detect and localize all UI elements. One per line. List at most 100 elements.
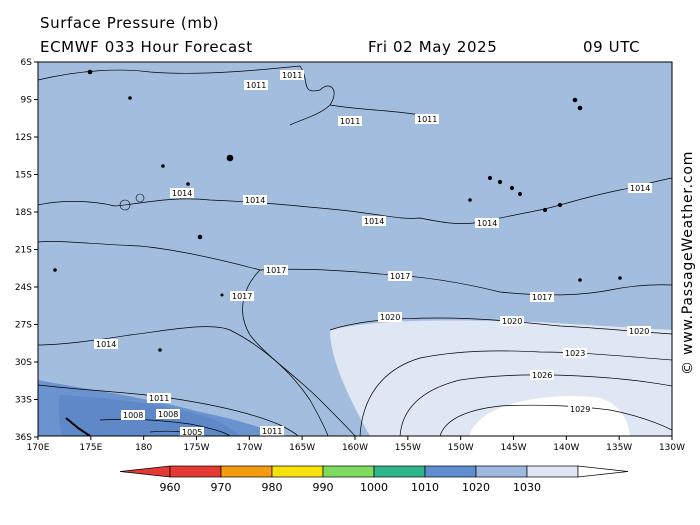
lat-tick-label: 12S: [15, 133, 32, 143]
legend-value-label: 1010: [411, 481, 439, 494]
svg-text:1020: 1020: [629, 327, 649, 336]
map-title: Surface Pressure (mb): [40, 14, 220, 32]
lon-tick-label: 140W: [553, 443, 579, 453]
legend-swatch: [220, 465, 273, 478]
island: [577, 105, 583, 111]
svg-text:1014: 1014: [96, 340, 116, 349]
lon-tick-label: 155W: [395, 443, 421, 453]
isobar-label: 1014: [628, 183, 652, 193]
isobar-label: 1029: [568, 404, 592, 414]
lon-tick-label: 175E: [79, 443, 102, 453]
valid-date-label: Fri 02 May 2025: [368, 38, 498, 56]
island: [557, 202, 563, 208]
isobar-label: 1020: [378, 312, 402, 322]
lon-tick-label: 175W: [183, 443, 209, 453]
legend-value-label: 980: [262, 481, 283, 494]
new-zealand-coast: [65, 417, 91, 436]
island: [517, 191, 523, 197]
legend-swatch: [373, 465, 426, 478]
lat-tick-label: 21S: [15, 246, 32, 256]
svg-text:1011: 1011: [149, 394, 169, 403]
isobar-label: 1011: [415, 114, 439, 124]
isobar-label: 1014: [243, 195, 267, 205]
svg-text:1014: 1014: [172, 189, 192, 198]
lat-tick-label: 30S: [15, 358, 32, 368]
fiji-island: [119, 199, 131, 211]
lat-tick-label: 9S: [21, 96, 33, 106]
lon-tick-label: 135W: [606, 443, 632, 453]
lat-tick-label: 33S: [15, 396, 32, 406]
lon-tick-label: 130W: [659, 443, 685, 453]
isobar-label: 1011: [147, 393, 171, 403]
isobar-1011-north: [38, 65, 421, 126]
island: [468, 198, 472, 202]
svg-text:1011: 1011: [417, 115, 437, 124]
latitude-axis: 6S 9S 12S 15S 18S 21S 24S 27S 30S 33S 36S: [15, 58, 38, 443]
isobar-label: 1008: [156, 409, 180, 419]
svg-text:1029: 1029: [570, 405, 590, 414]
lon-tick-label: 180: [135, 443, 152, 453]
island: [197, 234, 203, 240]
island: [53, 268, 57, 272]
lat-tick-label: 24S: [15, 283, 32, 293]
legend-value-label: 1030: [513, 481, 541, 494]
svg-text:1011: 1011: [282, 71, 302, 80]
lat-tick-label: 15S: [15, 171, 32, 181]
valid-time-label: 09 UTC: [583, 38, 641, 56]
svg-text:1011: 1011: [262, 427, 282, 436]
isobar-label: 1014: [170, 188, 194, 198]
lat-tick-label: 18S: [15, 208, 32, 218]
island: [161, 164, 165, 168]
lat-tick-label: 6S: [21, 58, 33, 68]
svg-text:1014: 1014: [364, 217, 384, 226]
isobar-1029: [439, 404, 672, 436]
lon-tick-label: 160W: [342, 443, 368, 453]
pressure-legend: 960 970 980 990 1000 1010 1020 1030: [119, 465, 629, 494]
svg-text:1023: 1023: [565, 349, 585, 358]
svg-text:1017: 1017: [390, 272, 410, 281]
island: [87, 69, 93, 75]
isobar-label: 1020: [627, 326, 651, 336]
svg-text:1017: 1017: [232, 292, 252, 301]
longitude-axis: 170E 175E 180 175W 170W 165W 160W 155W 150W 145W 1…: [27, 436, 685, 453]
svg-text:1020: 1020: [502, 317, 522, 326]
isobar-1026: [399, 374, 672, 436]
isobar-label: 1020: [500, 316, 524, 326]
isobar-label: 1011: [280, 70, 304, 80]
island: [618, 276, 622, 280]
isobar-label: 1014: [94, 339, 118, 349]
lon-tick-label: 145W: [500, 443, 526, 453]
legend-value-label: 990: [313, 481, 334, 494]
svg-text:1014: 1014: [245, 196, 265, 205]
isobar-1014: [38, 177, 672, 224]
svg-text:1008: 1008: [123, 411, 143, 420]
isobar-1017: [38, 241, 672, 296]
isobar-label: 1005: [180, 427, 204, 437]
isobar-label: 1011: [338, 116, 362, 126]
svg-text:1020: 1020: [380, 313, 400, 322]
legend-value-label: 1000: [360, 481, 388, 494]
legend-swatch: [169, 465, 222, 478]
isobar-label: 1008: [121, 410, 145, 420]
svg-text:1011: 1011: [246, 81, 266, 90]
island: [542, 207, 548, 213]
svg-text:1014: 1014: [630, 184, 650, 193]
isobar-label: 1014: [475, 218, 499, 228]
isobar-label: 1023: [563, 348, 587, 358]
legend-value-label: 1020: [462, 481, 490, 494]
lat-tick-label: 27S: [15, 321, 32, 331]
legend-end-arrow-left: [119, 465, 171, 478]
island: [186, 182, 190, 186]
isobar-label: 1014: [362, 216, 386, 226]
isobar-label: 1011: [260, 426, 284, 436]
isobar-label: 1017: [230, 291, 254, 301]
legend-end-arrow-right: [577, 465, 629, 478]
legend-swatch: [271, 465, 324, 478]
fiji-island: [135, 193, 145, 203]
model-run-label: ECMWF 033 Hour Forecast: [40, 38, 253, 56]
lon-tick-label: 170E: [27, 443, 50, 453]
svg-text:1017: 1017: [266, 266, 286, 275]
island: [497, 179, 503, 185]
isobar-label: 1026: [530, 370, 554, 380]
